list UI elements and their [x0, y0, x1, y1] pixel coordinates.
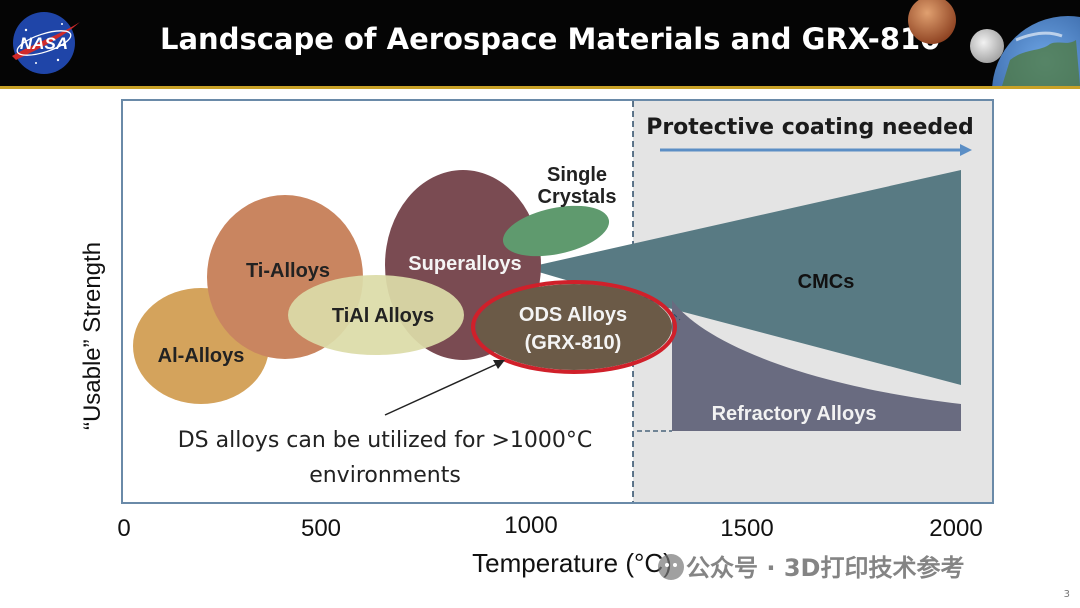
mars-icon: [908, 0, 956, 44]
ods-alloys-label-line2: (GRX-810): [525, 332, 622, 354]
planets-graphic: [908, 0, 1080, 86]
annotation-arrowhead-icon: [493, 360, 505, 369]
al-alloys-label: Al-Alloys: [158, 345, 245, 367]
x-tick-2000: 2000: [929, 515, 982, 542]
coating-banner: Protective coating needed: [646, 115, 974, 140]
ods-highlight-ring: [471, 280, 677, 374]
annotation-line1: DS alloys can be utilized for >1000°C: [178, 428, 593, 453]
refractory-alloys-region: [672, 300, 961, 431]
annotation-arrow: [384, 363, 498, 416]
coating-arrowhead-icon: [960, 144, 972, 156]
cmcs-label: CMCs: [798, 271, 855, 293]
y-axis-label: “Usable” Strength: [79, 242, 106, 430]
x-tick-500: 500: [301, 515, 341, 542]
wechat-icon: [658, 554, 684, 580]
superalloys-label: Superalloys: [408, 253, 521, 275]
tial-alloys-region: [288, 275, 464, 355]
ti-alloys-label: Ti-Alloys: [246, 260, 330, 282]
slide-title: Landscape of Aerospace Materials and GRX…: [160, 22, 941, 56]
moon-icon: [970, 29, 1004, 63]
header-rule: [0, 86, 1080, 89]
x-tick-1500: 1500: [720, 515, 773, 542]
ods-alloys-label-line1: ODS Alloys: [519, 304, 627, 326]
single-crystals-label-line2: Crystals: [538, 186, 617, 208]
single-crystals-region: [502, 205, 610, 257]
page-number: 3: [1063, 589, 1070, 600]
title-bar: NASA Landscape of Aerospace Materials an…: [0, 0, 1080, 86]
annotation-line2: environments: [309, 463, 461, 488]
tial-alloys-label: TiAl Alloys: [332, 305, 434, 327]
nasa-logo: NASA: [12, 12, 80, 74]
single-crystals-label-line1: Single: [547, 164, 607, 186]
x-tick-0: 0: [117, 515, 130, 542]
refractory-alloys-label: Refractory Alloys: [712, 403, 877, 425]
ods-alloys-region: [476, 284, 672, 370]
x-tick-1000: 1000: [504, 512, 557, 539]
nasa-logo-text: NASA: [20, 34, 68, 53]
cmcs-region: [525, 170, 961, 385]
x-axis-label: Temperature (°C): [472, 548, 672, 578]
watermark: 公众号 · 3D打印技术参考: [686, 554, 965, 582]
